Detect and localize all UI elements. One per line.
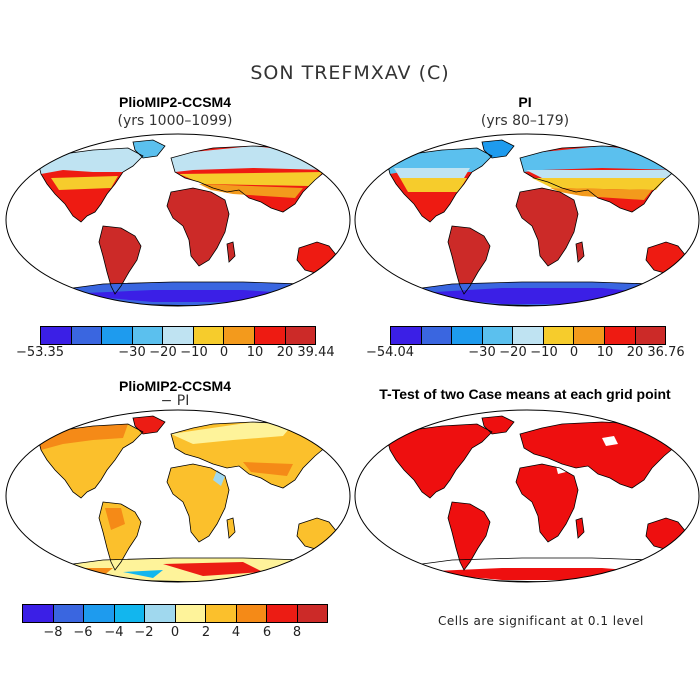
colorbar-swatch [206, 605, 237, 622]
colorbar-tick-label: 4 [231, 625, 241, 640]
figure-title: SON TREFMXAV (C) [250, 62, 450, 84]
colorbar-max-label: 39.44 [297, 345, 335, 360]
colorbar-pliomip2-labels: −53.35 −30 −20 −10 0 10 20 39.44 [16, 345, 335, 361]
colorbar-tick-label: −20 [149, 345, 177, 360]
colorbar-swatch [53, 605, 84, 622]
colorbar-swatch [84, 605, 115, 622]
colorbar-swatch [254, 327, 286, 344]
colorbar-tick-label: 20 [626, 345, 644, 360]
colorbar-pi-labels: −54.04 −30 −20 −10 0 10 20 36.76 [366, 345, 685, 361]
colorbar-tick-label: −30 [468, 345, 496, 360]
colorbar-swatch [604, 327, 636, 344]
colorbar-tick-label: −2 [134, 625, 154, 640]
colorbar-tick-label: −8 [43, 625, 63, 640]
colorbar-min-label: −54.04 [365, 345, 415, 360]
colorbar-swatch [285, 327, 316, 344]
colorbar-max-label: 36.76 [647, 345, 685, 360]
colorbar-tick-label: 10 [596, 345, 614, 360]
colorbar-swatch [163, 327, 194, 344]
significance-note: Cells are significant at 0.1 level [438, 614, 644, 628]
colorbar-swatch [297, 605, 327, 622]
colorbar-swatch [513, 327, 544, 344]
colorbar-swatch [391, 327, 422, 344]
map-pliomip2 [5, 133, 351, 307]
colorbar-min-label: −53.35 [15, 345, 65, 360]
map-pi [354, 133, 700, 307]
colorbar-tick-label: 0 [170, 625, 180, 640]
colorbar-tick-label: −10 [530, 345, 558, 360]
colorbar-swatch [421, 327, 453, 344]
colorbar-tick-label: 6 [262, 625, 272, 640]
colorbar-tick-label: −30 [118, 345, 146, 360]
colorbar-swatch [102, 327, 133, 344]
colorbar-swatch [114, 605, 145, 622]
panel-tr-subtitle: (yrs 80–179) [480, 113, 570, 129]
colorbar-swatch [145, 605, 176, 622]
panel-br-title: T-Test of two Case means at each grid po… [379, 386, 671, 402]
map-ttest [354, 409, 700, 583]
map-difference [5, 409, 351, 583]
panel-tl-title: PlioMIP2-CCSM4 [118, 94, 231, 110]
colorbar-swatch [175, 605, 206, 622]
colorbar-swatch [132, 327, 164, 344]
colorbar-swatch [236, 605, 267, 622]
panel-bl-title: PlioMIP2-CCSM4 [118, 378, 231, 394]
colorbar-swatch [23, 605, 54, 622]
colorbar-tick-label: 0 [569, 345, 579, 360]
colorbar-tick-label: 20 [276, 345, 294, 360]
colorbar-swatch [482, 327, 514, 344]
colorbar-pliomip2 [40, 326, 316, 345]
colorbar-swatch [71, 327, 103, 344]
colorbar-swatch [574, 327, 605, 344]
colorbar-swatch [267, 605, 298, 622]
panel-tl-subtitle: (yrs 1000–1099) [117, 113, 233, 129]
colorbar-tick-label: −20 [499, 345, 527, 360]
colorbar-tick-label: 8 [292, 625, 302, 640]
colorbar-swatch [635, 327, 666, 344]
colorbar-swatch [193, 327, 225, 344]
colorbar-swatch [224, 327, 255, 344]
colorbar-tick-label: 0 [219, 345, 229, 360]
colorbar-difference [22, 604, 328, 623]
panel-bl-subtitle: − PI [160, 393, 190, 409]
colorbar-tick-label: −10 [180, 345, 208, 360]
colorbar-tick-label: −6 [73, 625, 93, 640]
colorbar-swatch [543, 327, 575, 344]
colorbar-pi [390, 326, 666, 345]
panel-tr-title: PI [518, 94, 532, 110]
colorbar-swatch [41, 327, 72, 344]
colorbar-swatch [452, 327, 483, 344]
colorbar-difference-labels: −8 −6 −4 −2 0 2 4 6 8 [22, 625, 328, 641]
colorbar-tick-label: −4 [104, 625, 124, 640]
colorbar-tick-label: 2 [201, 625, 211, 640]
colorbar-tick-label: 10 [246, 345, 264, 360]
